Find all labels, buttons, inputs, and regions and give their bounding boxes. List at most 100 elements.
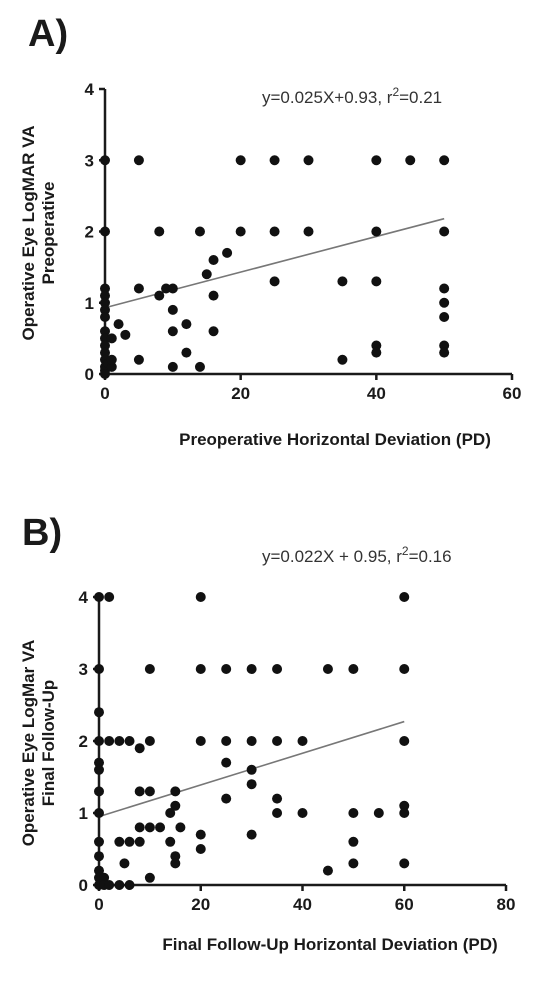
data-point (100, 326, 110, 337)
data-point (119, 858, 130, 869)
data-point (94, 865, 104, 876)
data-point (181, 319, 192, 330)
data-point (133, 283, 144, 294)
data-point (221, 664, 232, 674)
data-point (439, 297, 450, 308)
data-point (399, 858, 410, 869)
x-axis-title: Preoperative Horizontal Deviation (PD) (179, 430, 491, 449)
x-tick-label: 0 (100, 384, 109, 403)
data-point (399, 592, 410, 602)
data-point (208, 255, 219, 265)
data-point (194, 361, 205, 372)
plot-area: 0 20 40 60 0 1 2 3 4 (85, 80, 522, 403)
data-point (371, 340, 382, 351)
data-point (439, 347, 450, 358)
y-axis-title-line-1: Operative Eye LogMAR VA (19, 125, 38, 340)
data-point (222, 247, 233, 258)
data-point (94, 808, 104, 818)
data-point (371, 226, 382, 237)
data-point (439, 283, 450, 294)
data-point (246, 664, 257, 674)
y-axis-title-line-1: Operative Eye LogMar VA (19, 640, 38, 847)
data-point (167, 361, 178, 372)
panel-a: A) y=0.025X+0.93, r2=0.21 Operative Eye … (19, 13, 521, 449)
data-point (371, 276, 382, 287)
x-tick-label: 60 (503, 384, 522, 403)
plot-area: 0 20 40 60 80 0 1 2 3 4 (79, 588, 516, 914)
data-point (170, 858, 181, 869)
data-point (144, 822, 155, 833)
y-tick-label: 0 (79, 876, 88, 895)
data-point (195, 844, 206, 854)
data-point (439, 226, 450, 237)
x-tick-label: 60 (395, 895, 414, 914)
data-point (195, 664, 206, 674)
data-point (170, 800, 181, 811)
data-point (269, 155, 280, 166)
data-point (439, 312, 450, 322)
y-axis-title: Operative Eye LogMAR VA Preoperative (19, 125, 58, 340)
data-point (235, 155, 246, 166)
data-point (100, 226, 110, 237)
data-point (195, 829, 206, 840)
regression-annotation: y=0.022X + 0.95, r2=0.16 (262, 544, 452, 566)
data-point (371, 155, 382, 166)
data-point (94, 786, 104, 797)
data-point (399, 800, 410, 811)
data-point (94, 757, 104, 768)
data-point (272, 664, 283, 674)
data-point (246, 779, 257, 790)
data-point (201, 269, 212, 280)
x-tick-label: 40 (367, 384, 386, 403)
data-point (348, 858, 359, 869)
data-point (181, 347, 192, 358)
data-point (100, 155, 110, 166)
data-point (348, 836, 359, 847)
data-point (337, 276, 348, 287)
data-point (272, 793, 283, 804)
data-point (221, 736, 232, 746)
data-point (94, 764, 104, 775)
y-tick-label: 3 (85, 151, 94, 170)
data-point (100, 297, 110, 308)
data-point (322, 865, 333, 876)
data-point (399, 808, 410, 818)
data-point (373, 808, 384, 818)
data-point (195, 736, 206, 746)
data-point (246, 829, 257, 840)
data-point (165, 836, 176, 847)
data-point (303, 155, 314, 166)
data-point (134, 786, 145, 797)
data-point (100, 283, 110, 294)
data-point (100, 347, 110, 358)
data-point (100, 340, 110, 351)
data-point (114, 736, 125, 746)
data-point (272, 736, 283, 746)
data-point (195, 592, 206, 602)
data-point (170, 851, 181, 862)
data-point (144, 872, 155, 883)
data-point (114, 836, 125, 847)
data-point (100, 304, 110, 315)
data-point (100, 290, 110, 301)
data-point (124, 880, 135, 890)
panel-b: B) y=0.022X + 0.95, r2=0.16 Operative Ey… (19, 512, 515, 954)
data-point (167, 326, 178, 337)
y-tick-label: 1 (79, 804, 88, 823)
data-point (94, 664, 104, 674)
data-point (134, 822, 145, 833)
x-tick-label: 40 (293, 895, 312, 914)
x-tick-label: 0 (94, 895, 103, 914)
panel-label: B) (22, 512, 62, 554)
data-point (144, 786, 155, 797)
data-point (303, 226, 314, 237)
data-point (114, 880, 125, 890)
data-point (246, 736, 257, 746)
data-point (167, 283, 178, 294)
data-point (120, 329, 131, 340)
data-point (322, 664, 333, 674)
data-point (269, 226, 280, 237)
data-point (439, 340, 450, 351)
data-point (348, 664, 359, 674)
data-point (113, 319, 124, 330)
